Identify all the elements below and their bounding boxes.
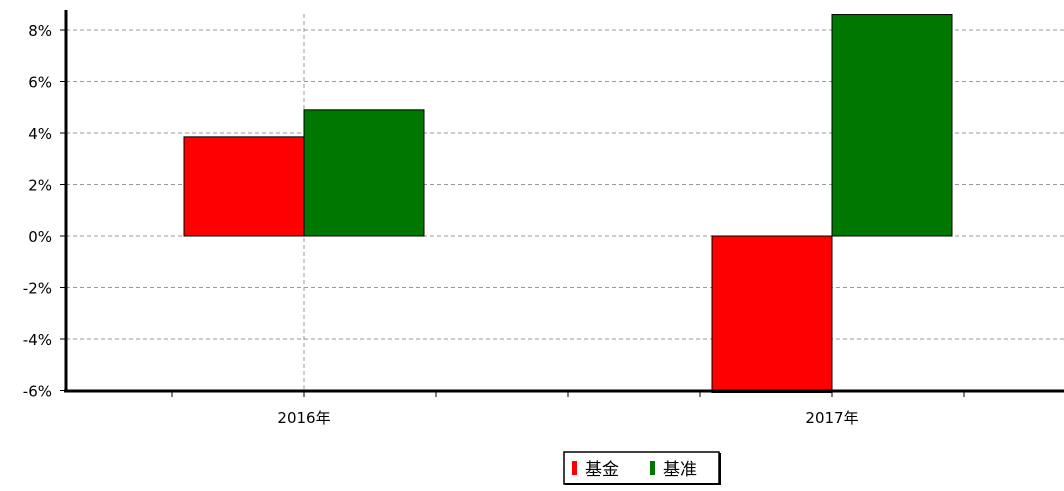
y-tick-labels: 8% 6% 4% 2% 0% -2% -4% -6% [23, 22, 52, 401]
y-tick-label: -2% [23, 280, 52, 298]
y-tick-label: 6% [28, 74, 52, 92]
y-tick-label: -6% [23, 383, 52, 401]
x-tick-label-2016: 2016年 [277, 409, 330, 427]
bar-benchmark-2017年 [831, 14, 953, 237]
x-tick-label-2017: 2017年 [805, 409, 858, 427]
y-tick-label: 2% [28, 177, 52, 195]
legend-swatch-benchmark [650, 461, 655, 475]
bar-benchmark-2016年 [303, 109, 425, 237]
y-tick-label: 4% [28, 125, 52, 143]
bar-fund-2017年 [711, 235, 833, 393]
legend-label-fund: 基金 [585, 460, 619, 480]
bars [183, 14, 953, 393]
axes [60, 10, 1064, 397]
y-tick-label: -4% [23, 331, 52, 349]
x-tick-labels: 2016年 2017年 [277, 409, 858, 427]
legend-label-benchmark: 基准 [663, 460, 697, 480]
legend-swatch-fund [572, 461, 577, 475]
y-tick-label: 8% [28, 22, 52, 40]
bar-fund-2016年 [183, 136, 305, 237]
legend: 基金 基准 [563, 451, 721, 485]
y-tick-label: 0% [28, 228, 52, 246]
